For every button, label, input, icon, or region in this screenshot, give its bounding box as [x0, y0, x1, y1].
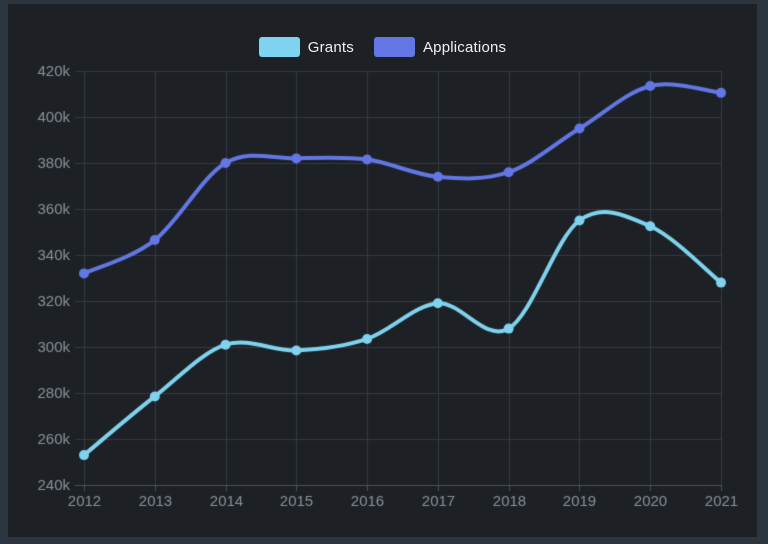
- chart-legend: Grants Applications: [8, 37, 757, 57]
- grants-applications-line-chart[interactable]: [8, 4, 757, 537]
- grants-legend-swatch: [258, 37, 300, 57]
- legend-item-applications[interactable]: Applications: [373, 37, 507, 57]
- legend-item-grants[interactable]: Grants: [258, 37, 354, 57]
- grants-legend-label: Grants: [307, 38, 354, 56]
- chart-panel: Grants Applications: [8, 4, 757, 537]
- applications-legend-swatch: [373, 37, 415, 57]
- applications-legend-label: Applications: [422, 38, 507, 56]
